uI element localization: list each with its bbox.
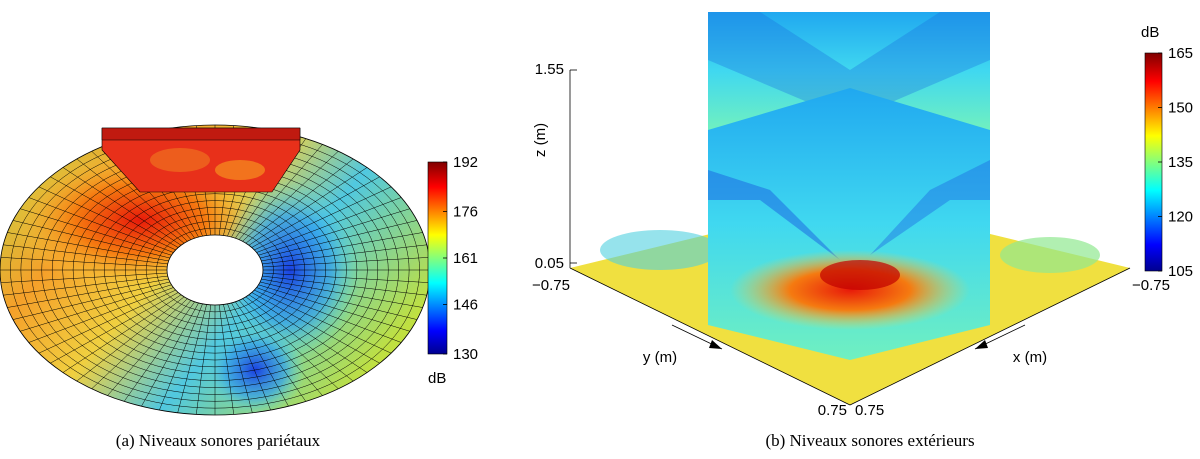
x-tick-label: −0.75 [1132, 277, 1170, 294]
mesh-ring [135, 214, 295, 326]
mesh-ring [125, 207, 305, 333]
colorbar-tick-label: 150 [1168, 100, 1193, 117]
y-axis-label: y (m) [643, 349, 677, 366]
slices [570, 12, 1130, 405]
z-axis-label: z (m) [532, 123, 549, 157]
x-tick-label: 0.75 [855, 402, 884, 419]
mesh-ring [145, 221, 285, 319]
raised-block [101, 127, 301, 193]
colorbar-tick-label: 146 [453, 296, 478, 313]
colorbar-tick-label: 105 [1168, 263, 1193, 280]
mesh-ring [114, 200, 316, 340]
caption: (b) Niveaux sonores extérieurs [765, 431, 974, 450]
colorbar-tick-label: 130 [453, 346, 478, 363]
y-tick-label: 0.75 [818, 402, 847, 419]
caption: (a) Niveaux sonores pariétaux [116, 431, 321, 450]
colorbar-tick-label: 165 [1168, 45, 1193, 62]
mesh-ring [104, 193, 326, 347]
y-tick-label: −0.75 [532, 277, 570, 294]
mesh-ring [156, 227, 274, 313]
colorbar-label: dB [428, 370, 446, 387]
colorbar-tick-label: 176 [453, 204, 478, 221]
colorbar-tick-label: 192 [453, 154, 478, 171]
colorbar-tick-label: 120 [1168, 209, 1193, 226]
colorbar-label: dB [1141, 24, 1159, 41]
arrow [975, 340, 988, 349]
arrow [709, 340, 722, 349]
x-axis-label: x (m) [1013, 349, 1047, 366]
colorbar-tick-label: 135 [1168, 154, 1193, 171]
z-tick-label: 0.05 [535, 255, 564, 272]
colorbar-tick-label: 161 [453, 250, 478, 267]
z-tick-label: 1.55 [535, 61, 564, 78]
